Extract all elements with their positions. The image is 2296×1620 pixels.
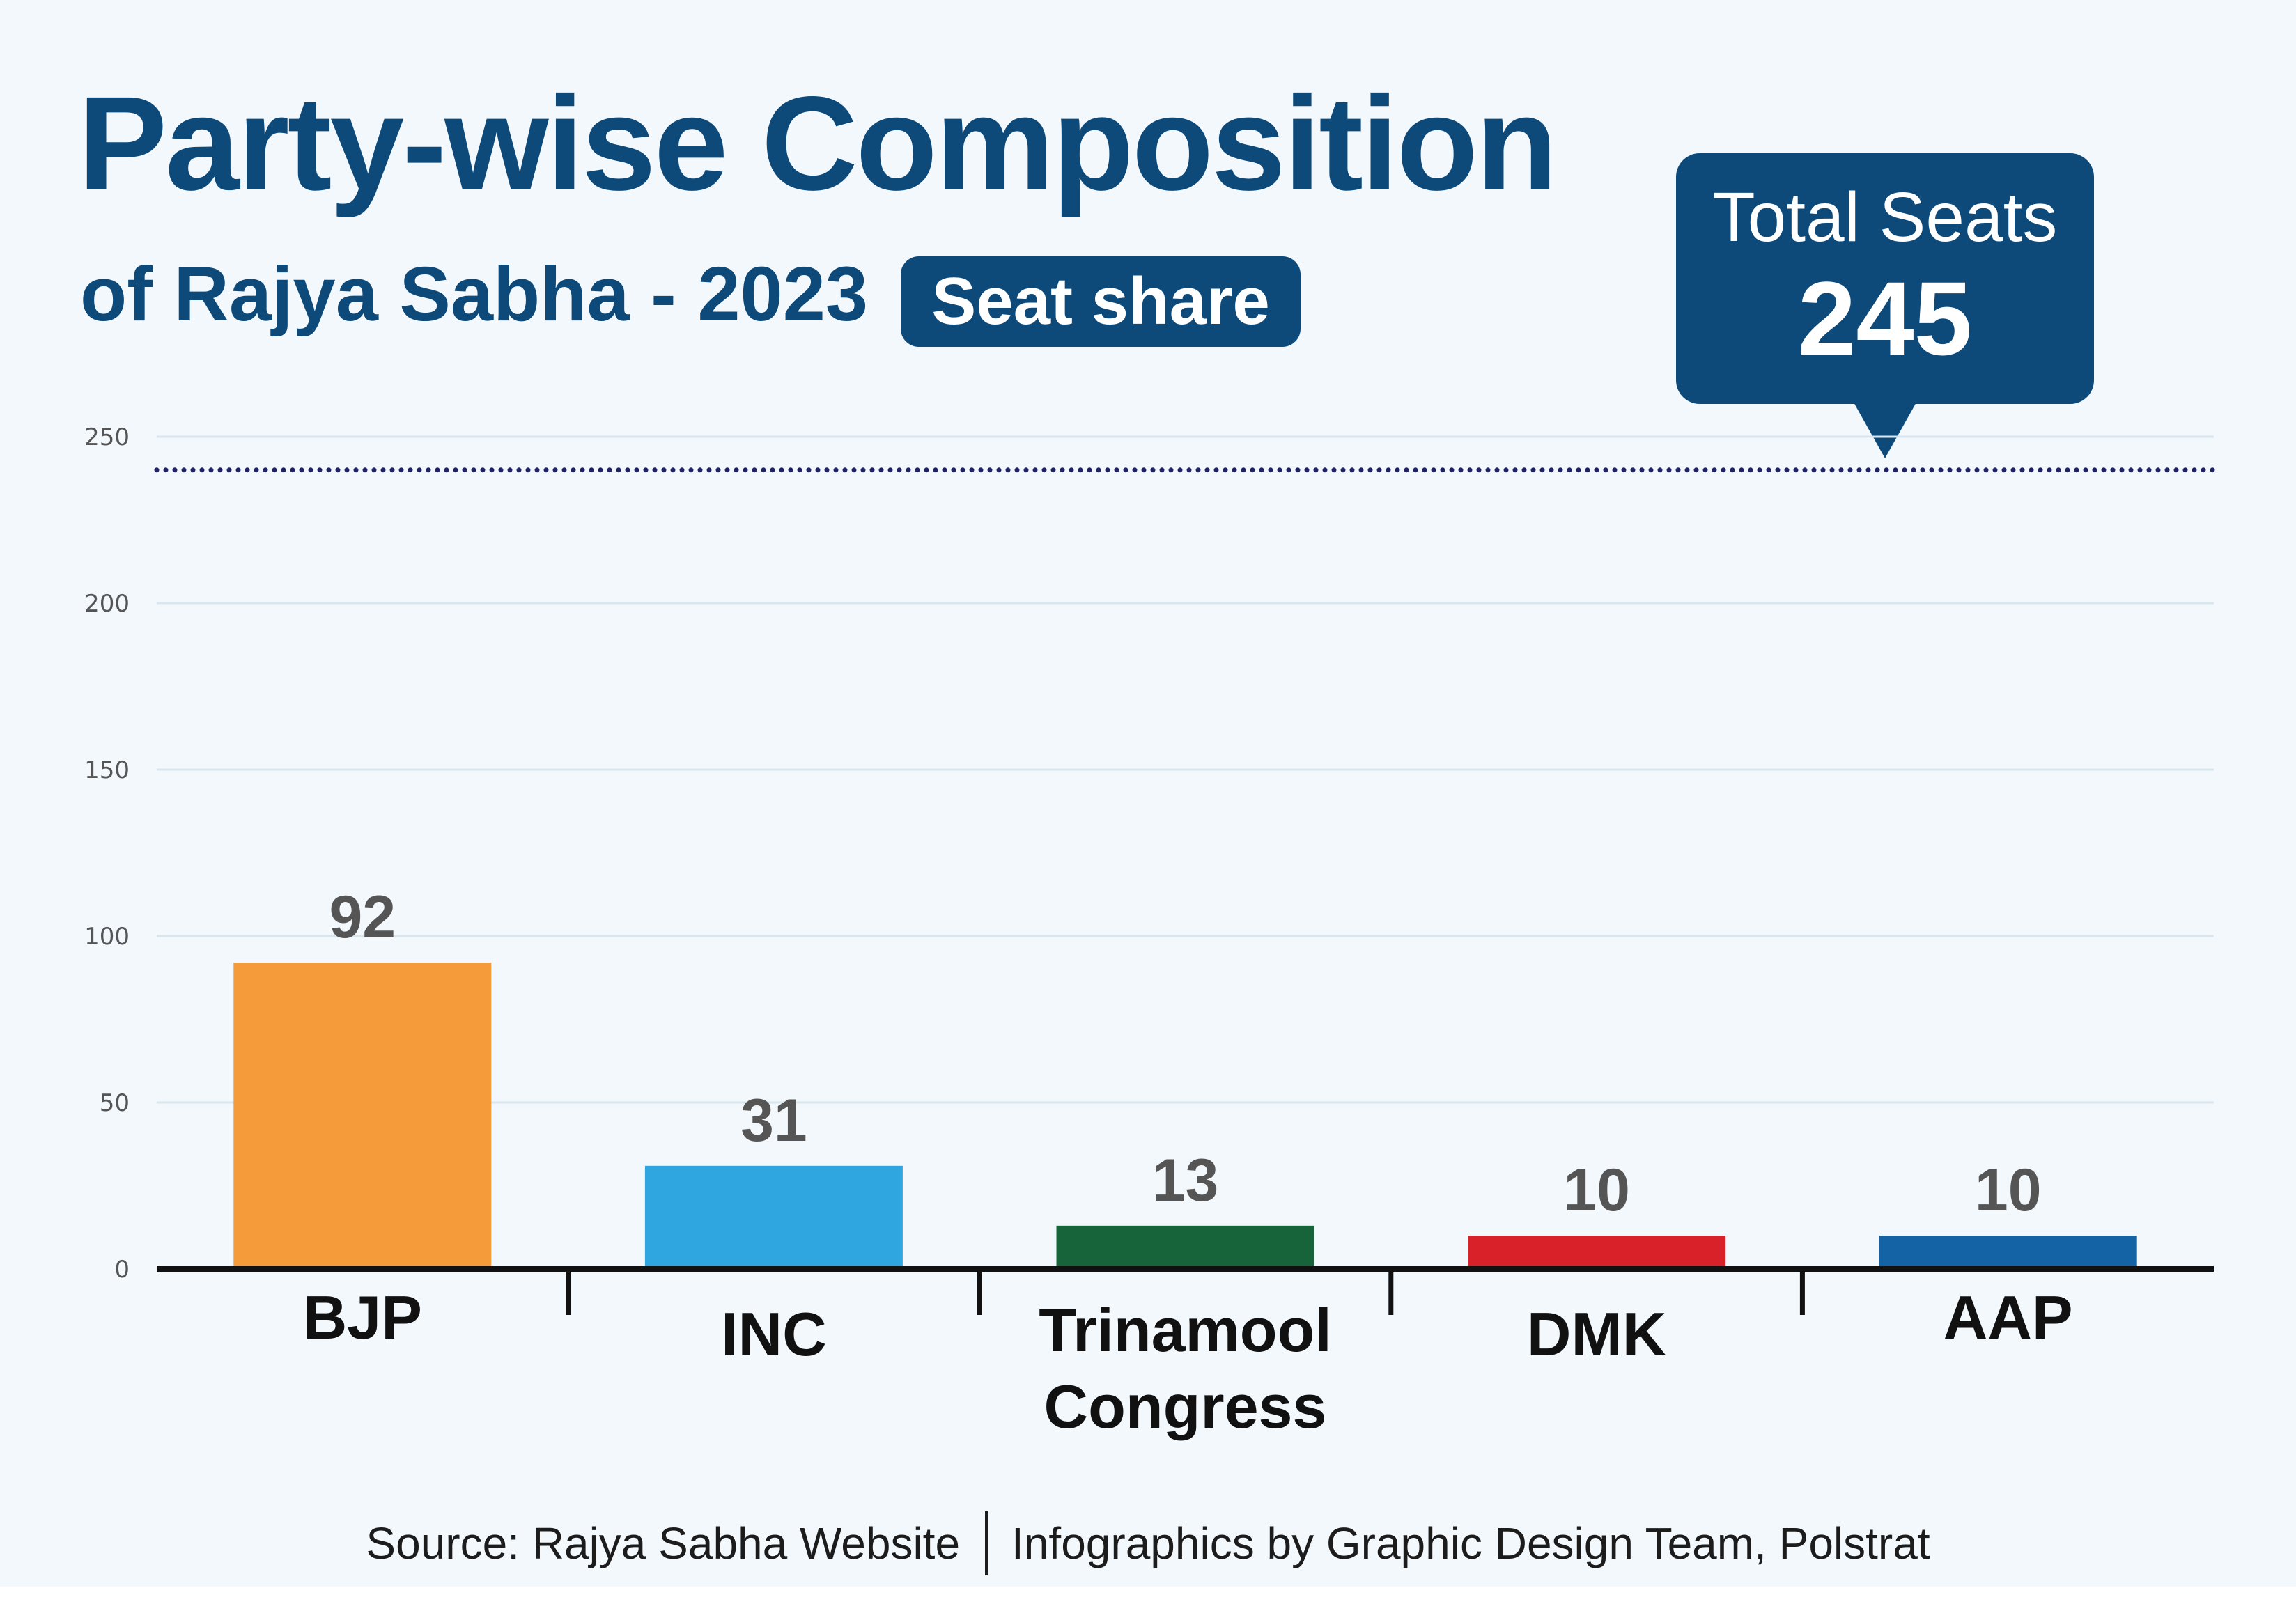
- x-tick-label: Trinamool: [1039, 1295, 1332, 1364]
- seat-share-badge: Seat share: [901, 256, 1301, 347]
- data-label: 92: [329, 884, 396, 951]
- y-tick-label: 150: [84, 756, 130, 784]
- bar: [1056, 1225, 1314, 1269]
- x-tick-label: BJP: [303, 1283, 422, 1352]
- y-tick-label: 100: [84, 923, 130, 951]
- bar: [644, 1165, 903, 1269]
- x-tick-label: Congress: [1044, 1372, 1327, 1441]
- y-tick-label: 0: [114, 1256, 130, 1284]
- infographic-canvas: Party-wise Composition of Rajya Sabha - …: [0, 0, 2296, 1587]
- total-seats-value: 245: [1797, 260, 1973, 377]
- data-label: 10: [1563, 1157, 1630, 1224]
- bar: [233, 963, 492, 1269]
- footer-separator: [985, 1511, 988, 1575]
- footer: Source: Rajya Sabha Website Infographics…: [0, 1511, 2296, 1575]
- callout-pointer: [1853, 401, 1917, 458]
- x-tick-label: AAP: [1944, 1283, 2073, 1352]
- y-tick-label: 200: [84, 590, 130, 618]
- data-label: 31: [740, 1087, 807, 1154]
- total-seats-label: Total Seats: [1712, 178, 2058, 256]
- credit-text: Infographics by Graphic Design Team, Pol…: [1011, 1518, 1930, 1568]
- x-tick-label: DMK: [1527, 1300, 1666, 1369]
- page-title: Party-wise Composition: [78, 68, 1558, 218]
- seat-share-bar-chart: 0 50 100 150 200 250 92 BJP 31 INC 13 Trinamool Cong…: [84, 423, 2217, 1441]
- bar: [1879, 1236, 2137, 1269]
- data-label: 10: [1975, 1157, 2042, 1224]
- x-tick-label: INC: [721, 1300, 827, 1369]
- total-seats-callout: Total Seats 245: [1676, 153, 2094, 404]
- source-text: Source: Rajya Sabha Website: [366, 1518, 961, 1568]
- y-tick-label: 250: [84, 423, 130, 451]
- page-subtitle: of Rajya Sabha - 2023: [80, 251, 869, 337]
- y-tick-label: 50: [100, 1089, 130, 1117]
- data-label: 13: [1152, 1147, 1219, 1214]
- bar: [1468, 1236, 1726, 1269]
